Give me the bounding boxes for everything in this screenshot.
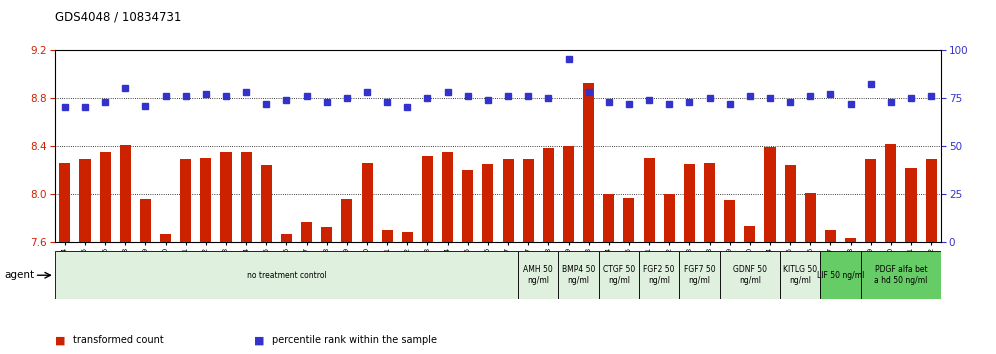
Text: FGF7 50
ng/ml: FGF7 50 ng/ml <box>683 265 715 285</box>
Bar <box>462 170 473 242</box>
Bar <box>381 230 392 242</box>
Bar <box>559 251 599 299</box>
Bar <box>362 163 373 242</box>
Bar <box>679 251 719 299</box>
Bar <box>825 230 836 242</box>
Bar <box>623 198 634 242</box>
Bar <box>160 234 171 242</box>
Bar <box>261 165 272 242</box>
Bar <box>744 225 755 242</box>
Text: LIF 50 ng/ml: LIF 50 ng/ml <box>817 271 865 280</box>
Bar <box>281 234 292 242</box>
Bar <box>704 163 715 242</box>
Bar <box>342 199 353 242</box>
Bar <box>200 158 211 242</box>
Bar <box>482 164 493 242</box>
Bar <box>805 193 816 242</box>
Text: BMP4 50
ng/ml: BMP4 50 ng/ml <box>562 265 596 285</box>
Bar <box>639 251 679 299</box>
Bar <box>120 145 130 242</box>
Bar <box>442 152 453 242</box>
Bar <box>905 168 916 242</box>
Bar <box>100 152 111 242</box>
Bar <box>422 156 433 242</box>
Bar <box>599 251 639 299</box>
Bar <box>518 251 559 299</box>
Bar <box>220 152 231 242</box>
Text: AMH 50
ng/ml: AMH 50 ng/ml <box>524 265 553 285</box>
Bar <box>885 144 896 242</box>
Text: agent: agent <box>4 270 34 280</box>
Text: ■: ■ <box>254 335 265 345</box>
Bar <box>821 251 861 299</box>
Bar <box>785 165 796 242</box>
Text: KITLG 50
ng/ml: KITLG 50 ng/ml <box>783 265 818 285</box>
Bar <box>80 159 91 242</box>
Bar <box>523 159 534 242</box>
Bar <box>845 238 857 242</box>
Bar <box>301 222 312 242</box>
Text: percentile rank within the sample: percentile rank within the sample <box>272 335 437 345</box>
Bar <box>241 152 252 242</box>
Text: PDGF alfa bet
a hd 50 ng/ml: PDGF alfa bet a hd 50 ng/ml <box>874 265 927 285</box>
Bar <box>583 83 595 242</box>
Bar <box>663 194 674 242</box>
Bar <box>780 251 821 299</box>
Bar <box>139 199 151 242</box>
Bar <box>543 148 554 242</box>
Bar <box>180 159 191 242</box>
Text: FGF2 50
ng/ml: FGF2 50 ng/ml <box>643 265 675 285</box>
Text: no treatment control: no treatment control <box>247 271 327 280</box>
Text: CTGF 50
ng/ml: CTGF 50 ng/ml <box>603 265 635 285</box>
Bar <box>563 146 574 242</box>
Bar <box>925 159 936 242</box>
Text: GDS4048 / 10834731: GDS4048 / 10834731 <box>55 11 181 24</box>
Bar <box>719 251 780 299</box>
Bar <box>684 164 695 242</box>
Bar <box>724 200 735 242</box>
Bar <box>604 194 615 242</box>
Bar <box>55 251 518 299</box>
Bar <box>861 251 941 299</box>
Text: GDNF 50
ng/ml: GDNF 50 ng/ml <box>733 265 767 285</box>
Bar <box>322 227 333 242</box>
Bar <box>401 232 413 242</box>
Text: ■: ■ <box>55 335 66 345</box>
Bar <box>643 158 654 242</box>
Bar <box>866 159 876 242</box>
Bar <box>765 147 776 242</box>
Bar <box>60 163 71 242</box>
Bar <box>503 159 514 242</box>
Text: transformed count: transformed count <box>73 335 163 345</box>
